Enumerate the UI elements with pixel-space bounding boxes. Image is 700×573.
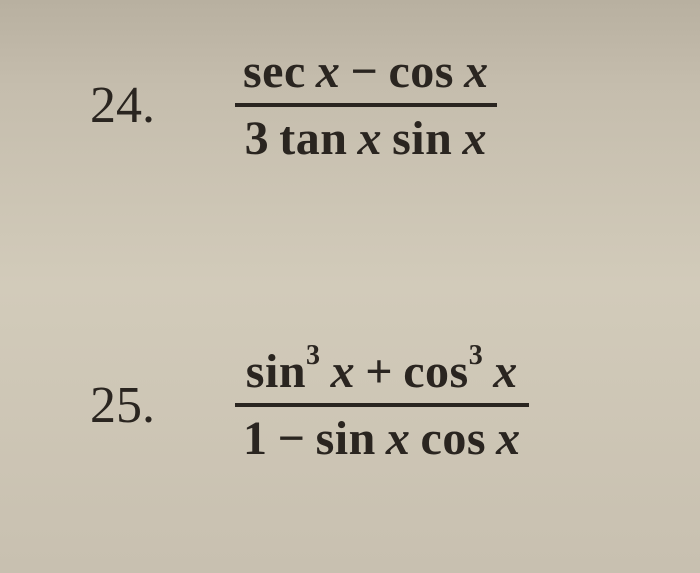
sec-fn: sec xyxy=(243,45,316,98)
cos-fn: cos xyxy=(388,45,464,98)
x-var: x xyxy=(358,112,383,165)
cos-fn: cos xyxy=(410,412,496,465)
x-var: x xyxy=(464,45,489,98)
fraction-24: sec x − cos x 3 tan x sin x xyxy=(235,40,497,170)
problem-number: 25. xyxy=(90,376,155,435)
problem-24: 24. sec x − cos x 3 tan x sin x xyxy=(90,40,497,170)
x-var: x xyxy=(483,345,518,398)
coef-3: 3 xyxy=(245,112,280,165)
x-var: x xyxy=(316,45,341,98)
x-var: x xyxy=(321,345,356,398)
cos-fn: cos xyxy=(403,345,468,398)
denominator: 3 tan x sin x xyxy=(237,107,495,170)
problem-25: 25. sin3 x + cos3 x 1 − sin x cos x xyxy=(90,340,529,470)
minus: − xyxy=(268,412,316,465)
fraction-25: sin3 x + cos3 x 1 − sin x cos x xyxy=(235,340,529,470)
tan-fn: tan xyxy=(279,112,357,165)
x-var: x xyxy=(496,412,521,465)
minus: − xyxy=(340,45,388,98)
x-var: x xyxy=(462,112,487,165)
plus: + xyxy=(355,345,403,398)
one: 1 xyxy=(243,412,268,465)
problem-number: 24. xyxy=(90,76,155,135)
numerator: sec x − cos x xyxy=(235,40,497,103)
x-var: x xyxy=(386,412,411,465)
sin-fn: sin xyxy=(382,112,462,165)
numerator: sin3 x + cos3 x xyxy=(238,340,526,403)
sin-fn: sin xyxy=(316,412,386,465)
sin-fn: sin xyxy=(246,345,306,398)
exp-3: 3 xyxy=(306,340,321,371)
denominator: 1 − sin x cos x xyxy=(235,407,529,470)
exp-3: 3 xyxy=(469,340,484,371)
